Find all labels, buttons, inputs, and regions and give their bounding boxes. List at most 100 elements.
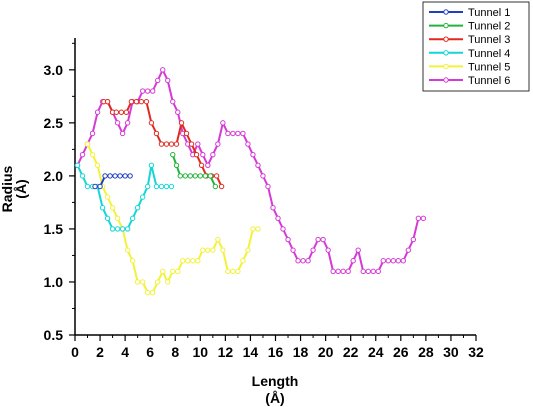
data-point	[102, 173, 108, 179]
x-tick-label: 2	[96, 344, 104, 360]
data-point	[158, 183, 165, 190]
data-point	[139, 279, 146, 285]
data-point	[380, 258, 386, 264]
series-layer	[74, 67, 427, 296]
x-tick-label: 8	[171, 344, 179, 360]
data-point	[163, 183, 170, 190]
data-point	[185, 258, 191, 264]
data-point	[212, 183, 219, 190]
series-tunnel-3	[101, 98, 225, 190]
data-point	[94, 109, 101, 115]
data-point	[133, 98, 140, 105]
data-point	[220, 247, 226, 253]
data-point	[94, 162, 101, 168]
data-point	[79, 151, 86, 158]
y-tick-label: 2.5	[44, 115, 64, 131]
data-point	[245, 247, 251, 253]
data-point	[235, 268, 241, 275]
data-point	[192, 173, 199, 179]
data-point	[180, 258, 186, 264]
data-point	[188, 141, 195, 147]
legend-label: Tunnel 2	[468, 21, 510, 33]
data-point	[270, 205, 276, 211]
x-tick-label: 18	[293, 344, 309, 360]
data-point	[215, 141, 221, 147]
series-line	[171, 154, 217, 187]
data-point	[104, 215, 111, 222]
x-tick-label: 24	[368, 344, 384, 360]
x-tick-label: 12	[218, 344, 234, 360]
y-tick-label: 2.0	[44, 168, 64, 184]
data-point	[163, 141, 170, 147]
data-point	[177, 173, 183, 179]
data-point	[290, 247, 296, 253]
x-tick-label: 6	[146, 344, 154, 360]
data-point	[114, 215, 121, 222]
data-point	[420, 215, 427, 222]
data-point	[198, 162, 205, 168]
data-point	[139, 194, 146, 200]
data-point	[134, 279, 141, 285]
data-point	[127, 173, 133, 179]
data-point	[160, 67, 166, 73]
data-point	[144, 183, 151, 190]
legend-swatch-marker	[443, 77, 449, 83]
legend-label: Tunnel 5	[468, 61, 510, 73]
data-point	[300, 258, 306, 264]
data-point	[99, 205, 106, 211]
data-point	[215, 236, 221, 243]
data-point	[230, 268, 236, 275]
data-point	[310, 247, 316, 253]
data-point	[173, 162, 180, 168]
data-point	[178, 120, 185, 126]
data-point	[240, 130, 246, 137]
data-point	[160, 268, 166, 275]
data-point	[107, 173, 113, 179]
x-tick-label: 28	[418, 344, 434, 360]
data-point	[250, 151, 256, 158]
legend-label: Tunnel 6	[468, 75, 510, 87]
data-point	[245, 141, 251, 147]
data-point	[220, 120, 226, 126]
x-tick-label: 0	[71, 344, 79, 360]
data-point	[213, 173, 220, 179]
data-point	[144, 88, 151, 94]
data-point	[74, 162, 81, 168]
data-point	[250, 226, 256, 232]
data-point	[210, 151, 216, 158]
data-point	[119, 226, 126, 232]
data-point	[104, 98, 111, 105]
data-point	[155, 77, 161, 84]
data-point	[148, 120, 155, 126]
data-point	[149, 289, 156, 296]
data-point	[405, 247, 412, 253]
data-point	[260, 173, 266, 179]
data-point	[385, 258, 391, 264]
legend-box	[422, 1, 530, 92]
data-point	[129, 215, 136, 222]
data-point	[129, 258, 136, 264]
data-point	[165, 279, 171, 285]
data-point	[345, 268, 351, 275]
data-point	[139, 88, 146, 94]
data-point	[187, 173, 193, 179]
data-point	[158, 141, 165, 147]
y-tick-label: 1.5	[44, 221, 64, 237]
data-point	[117, 173, 123, 179]
data-point	[165, 77, 171, 84]
data-point	[124, 120, 131, 126]
data-point	[225, 130, 231, 137]
legend-swatch-marker	[443, 63, 449, 70]
x-ticks: 0 2 4 6 8 10 12 14 16 18 20 22 24 26 28 30 32	[71, 335, 484, 360]
data-point	[79, 173, 86, 179]
data-point	[285, 236, 291, 243]
data-point	[340, 268, 346, 275]
y-axis-title: Radius	[0, 165, 15, 212]
data-point	[200, 151, 206, 158]
x-tick-label: 16	[268, 344, 284, 360]
data-point	[114, 120, 121, 126]
data-point	[97, 183, 103, 190]
data-point	[168, 183, 175, 190]
data-point	[255, 226, 261, 232]
